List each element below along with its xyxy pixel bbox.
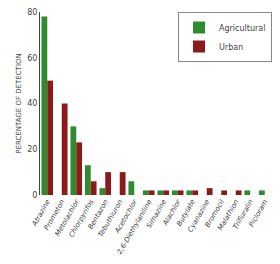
svg-text:Butylate: Butylate: [175, 198, 197, 227]
svg-text:Metolachlor: Metolachlor: [54, 197, 82, 237]
svg-text:Trifluralin: Trifluralin: [232, 198, 255, 231]
svg-text:Cyanazine: Cyanazine: [186, 198, 211, 234]
svg-text:Malathion: Malathion: [216, 198, 240, 232]
svg-text:Atrazine: Atrazine: [30, 198, 52, 228]
svg-text:Alachlor: Alachlor: [161, 197, 183, 227]
svg-text:Prometon: Prometon: [43, 198, 67, 231]
svg-text:60: 60: [27, 54, 37, 63]
svg-text:20: 20: [27, 145, 37, 154]
svg-text:Tebuthiuron: Tebuthiuron: [97, 198, 125, 238]
svg-text:PERCENTAGE OF DETECTION: PERCENTAGE OF DETECTION: [15, 53, 23, 153]
svg-text:Bentazon: Bentazon: [87, 198, 110, 231]
svg-text:Simazine: Simazine: [145, 198, 168, 230]
svg-text:80: 80: [27, 8, 37, 17]
svg-text:Urban: Urban: [219, 43, 243, 52]
svg-text:Acetochlor: Acetochlor: [113, 197, 140, 235]
svg-text:2,6-Diethylaniline: 2,6-Diethylaniline: [116, 198, 154, 256]
svg-text:Agricultural: Agricultural: [219, 24, 265, 33]
svg-text:Bromocil: Bromocil: [204, 198, 226, 229]
svg-text:Chlorpyrifos: Chlorpyrifos: [67, 198, 95, 239]
svg-text:40: 40: [27, 99, 37, 108]
svg-text:Picloram: Picloram: [247, 198, 269, 228]
svg-text:0: 0: [32, 191, 37, 200]
